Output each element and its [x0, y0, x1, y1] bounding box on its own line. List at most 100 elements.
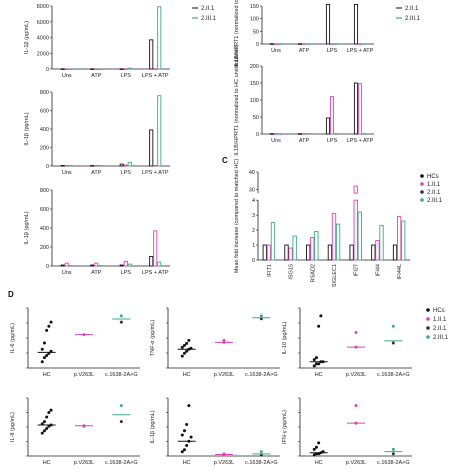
y-tick-label: 150 [250, 4, 259, 10]
y-tick-label: 4000 [37, 36, 49, 42]
bar [305, 43, 311, 45]
bar [60, 165, 65, 167]
bar [379, 225, 384, 261]
x-tick-label: LPS + ATP [142, 73, 169, 79]
bar [392, 244, 398, 261]
chart-a3: 0 200 400 600 800 IL-1β (pg/mL) Uns ATP LPS LPS +… [24, 188, 170, 276]
data-point [354, 331, 358, 335]
data-point [180, 450, 184, 454]
data-point [45, 426, 49, 430]
bar [329, 43, 335, 45]
bar [157, 6, 162, 70]
y-tick-label: 0 [256, 42, 259, 48]
data-point [119, 420, 123, 424]
bar [396, 216, 402, 261]
x-tick-label: c.1638-2A>G [377, 460, 410, 466]
chart-d3: IL-10 (pg/mL) HC p.V263L c.1638-2A>G [282, 307, 412, 378]
chart-d4: IL-8 (pg/mL) HC p.V263L c.1638-2A>G [10, 397, 140, 466]
data-point [180, 345, 184, 349]
y-axis-label: IL-8 (pg/mL) [10, 412, 16, 442]
data-point [189, 435, 193, 439]
bar [157, 261, 162, 267]
bar [64, 262, 69, 267]
data-point [312, 447, 316, 451]
x-tick-label: ISG15 [289, 264, 295, 280]
data-point [185, 341, 189, 345]
y-tick-label: 800 [40, 188, 49, 194]
data-point [182, 351, 186, 355]
bar [157, 95, 162, 167]
bar [153, 165, 158, 167]
legend-label: 2.II.1 [201, 6, 215, 12]
bar [361, 43, 367, 45]
legend-marker [420, 198, 424, 202]
x-tick-label: LPS + ATP [142, 170, 169, 176]
data-point [182, 343, 186, 347]
bar [149, 129, 154, 167]
y-tick-label: 400 [40, 127, 49, 133]
bar [301, 43, 307, 45]
y-axis-label: IFN-γ (pg/mL) [282, 410, 288, 444]
bar [327, 244, 333, 261]
x-tick-label: LPS [327, 48, 338, 54]
legend-marker [426, 308, 430, 312]
x-tick-label: LPS [121, 170, 132, 176]
y-tick-label: 100 [250, 98, 259, 104]
y-tick-label: 50 [253, 115, 259, 121]
data-point [119, 404, 123, 408]
x-tick-label: HC [183, 460, 191, 466]
x-tick-label: p.V263L [74, 460, 95, 466]
bar [90, 68, 95, 70]
data-point [317, 441, 321, 445]
bar [94, 68, 99, 70]
bar [123, 260, 128, 267]
bar [325, 4, 331, 45]
data-point [45, 415, 49, 419]
legend-label: 1.II.1 [433, 317, 447, 323]
bar [127, 161, 132, 167]
x-tick-label: p.V263L [214, 372, 235, 378]
y-axis-label: TNF-α (pg/mL) [150, 320, 156, 356]
bar [353, 199, 358, 261]
data-point [391, 324, 395, 328]
y-tick-label: 4 [252, 198, 255, 204]
bar [331, 213, 337, 261]
y-tick-label: 2 [252, 228, 255, 234]
x-tick-label: ATP [299, 48, 310, 54]
chart-b1: 0 50 100 150 IL1B/HPRT1 (normalized to HC...… [234, 0, 421, 67]
chart-d2: TNF-α (pg/mL) HC p.V263L c.1638-2A>G [150, 307, 280, 378]
data-point [40, 431, 44, 435]
y-axis-label: IL-1β (pg/mL) [150, 410, 156, 443]
bar [94, 262, 99, 267]
bar [353, 82, 359, 135]
data-point [391, 452, 395, 456]
bar [149, 39, 154, 70]
legend-d: HCs 1.II.1 2.II.1 2.III.1 [426, 308, 449, 341]
x-tick-label: ATP [91, 170, 102, 176]
data-point [182, 448, 186, 452]
legend-label: HCs [427, 174, 439, 180]
bar [292, 235, 297, 261]
data-point [180, 354, 184, 358]
bar [310, 237, 315, 261]
data-point [47, 410, 51, 414]
y-tick-label: 6000 [37, 20, 49, 26]
y-tick-label: 600 [40, 207, 49, 213]
x-tick-label: HC [43, 460, 51, 466]
legend-label: 2.II.1 [433, 326, 447, 332]
bar [357, 211, 362, 261]
x-tick-label: ATP [299, 138, 310, 144]
data-point [312, 358, 316, 362]
data-point [49, 320, 53, 324]
y-tick-label: 0 [46, 67, 49, 73]
data-point [314, 356, 318, 360]
bar [90, 264, 95, 267]
bar [153, 230, 158, 267]
y-tick-label: 40 [249, 170, 255, 176]
chart-a1: 0 2000 4000 6000 8000 IL-1β (pg/mL) Uns ATP LPS L… [24, 4, 217, 79]
bar [68, 68, 73, 70]
data-point [185, 422, 189, 426]
legend-marker [420, 174, 424, 178]
